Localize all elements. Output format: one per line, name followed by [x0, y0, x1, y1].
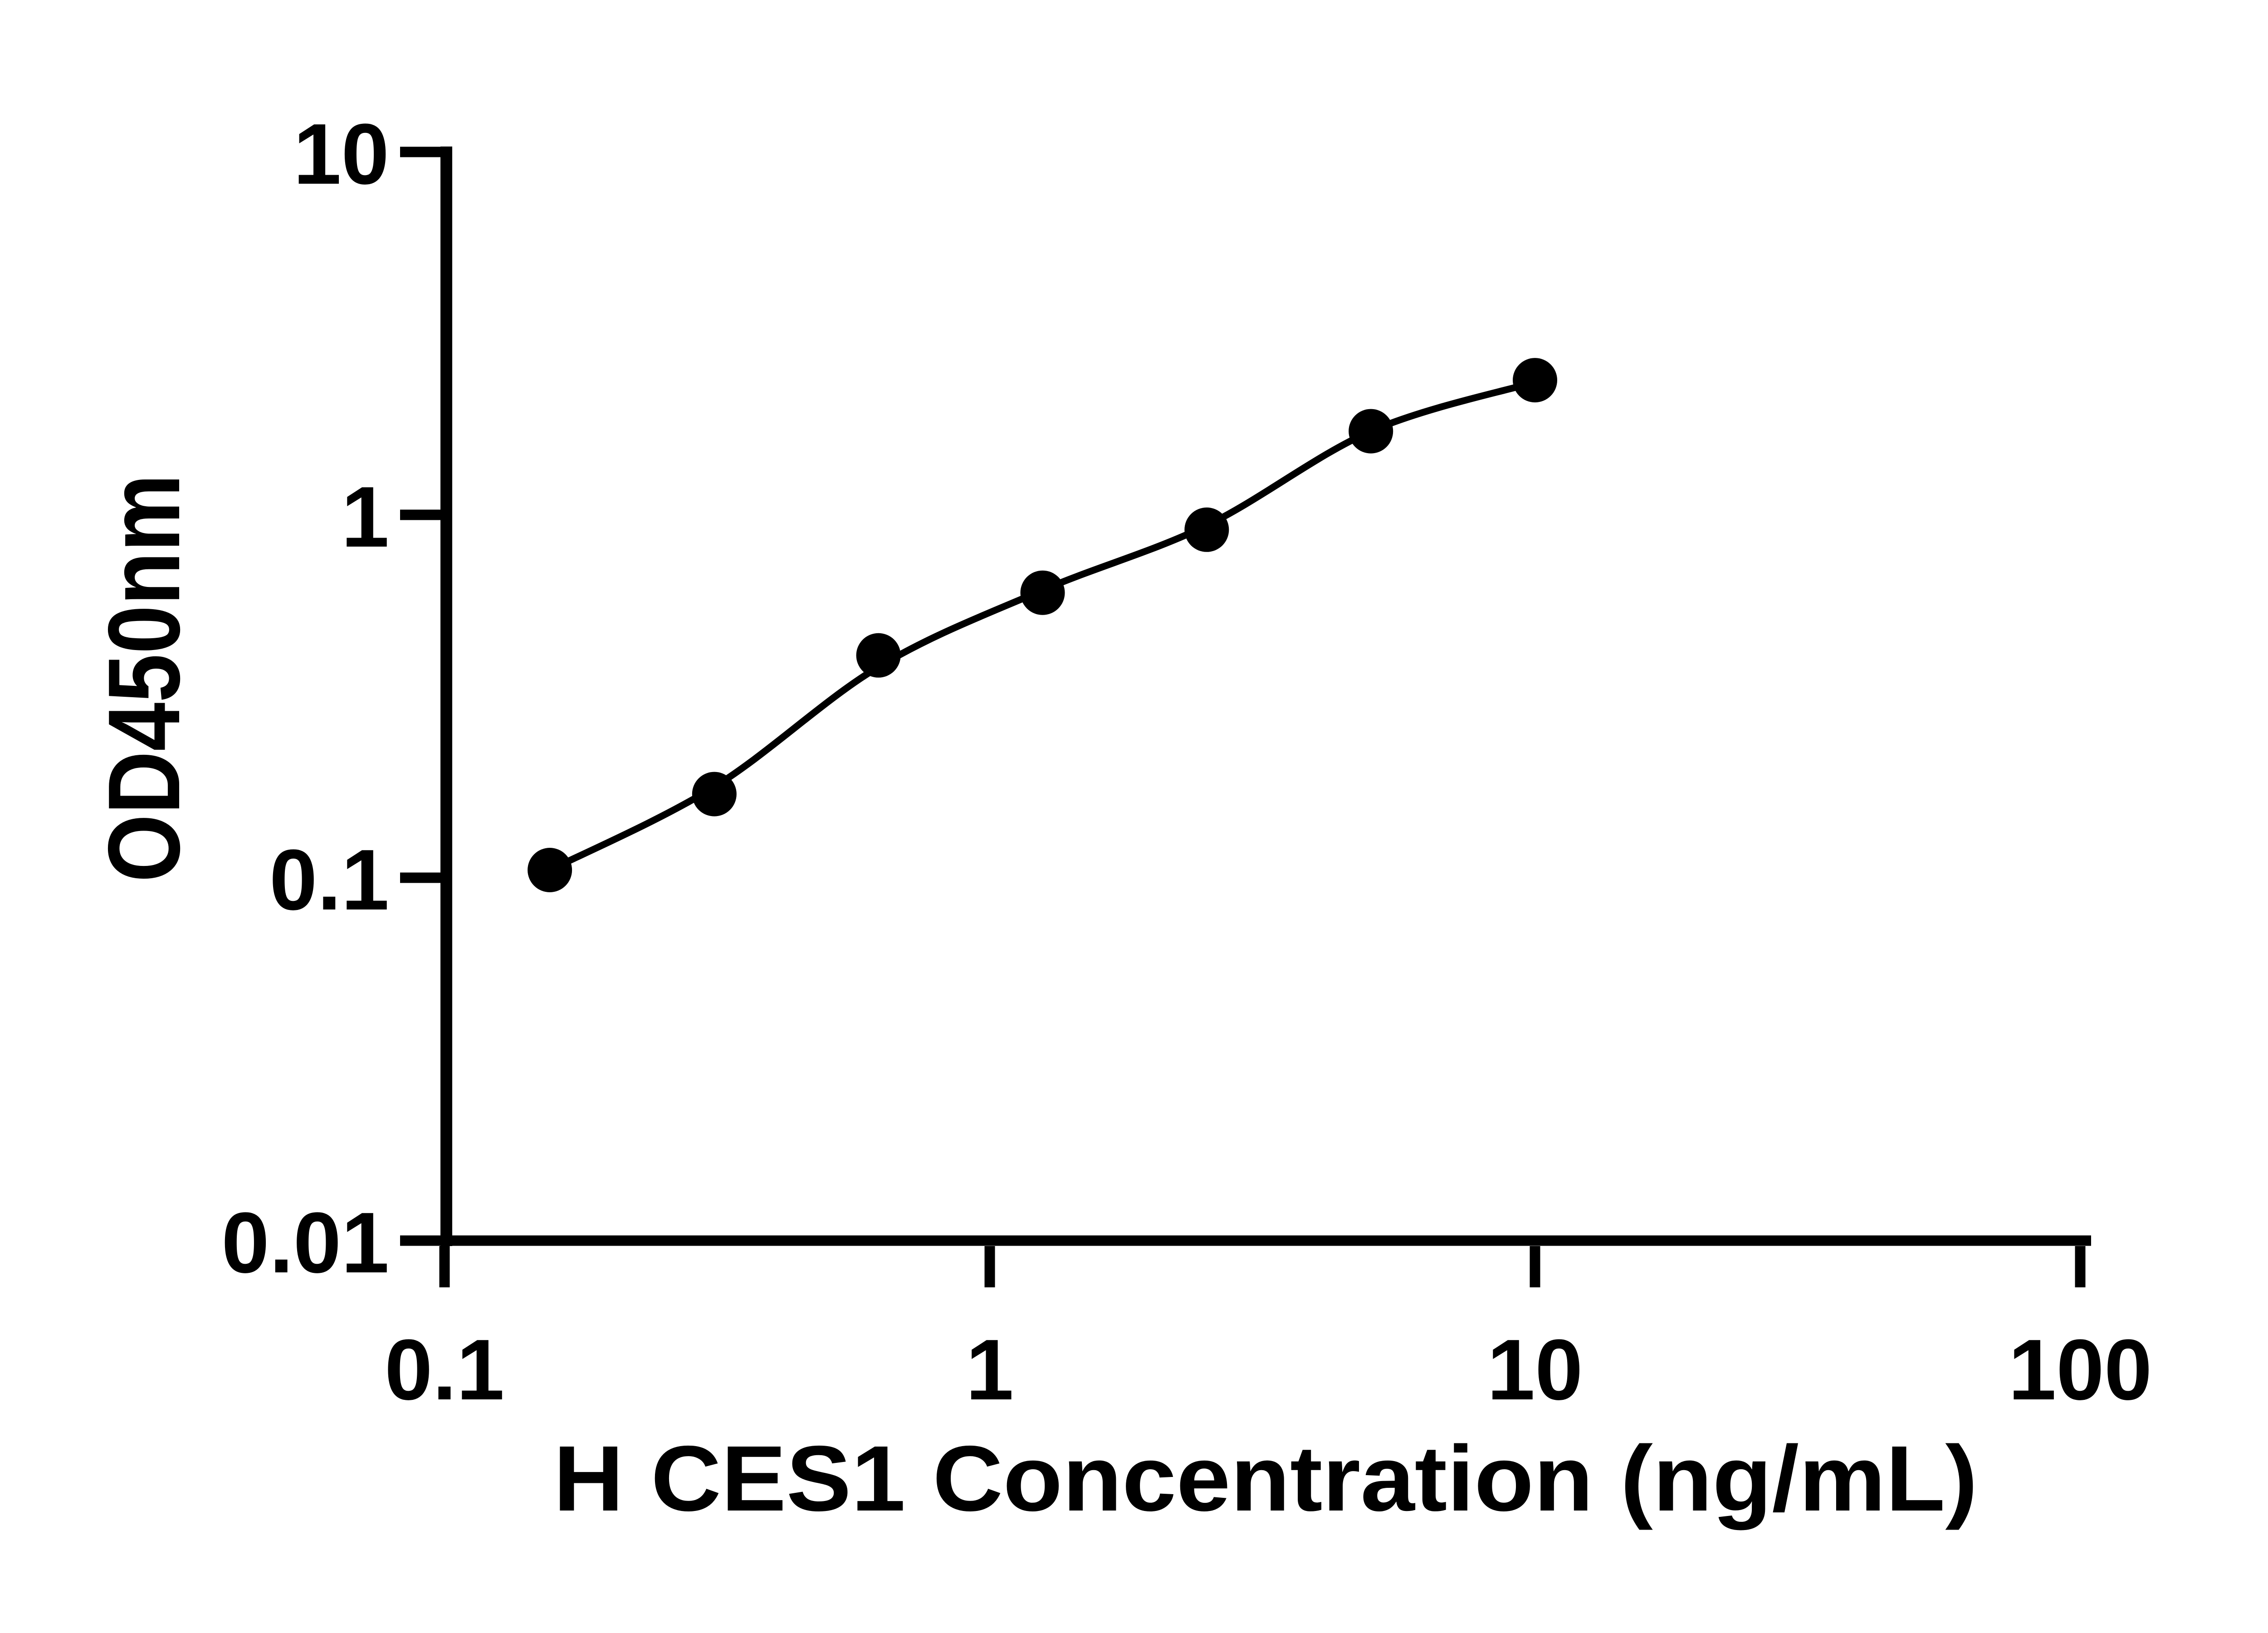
y-tick-label: 10: [293, 106, 389, 202]
data-point: [1184, 507, 1229, 552]
x-tick-label: 10: [1487, 1322, 1583, 1418]
x-tick-label: 0.1: [385, 1322, 504, 1418]
tick-label-layer: 10 1 0.1 0.01 0.1 1 10 100: [221, 106, 2152, 1418]
data-point: [856, 633, 901, 678]
data-point: [1349, 409, 1393, 454]
data-point: [1020, 570, 1065, 615]
series-layer: [528, 358, 1557, 892]
x-tick-label: 1: [966, 1322, 1014, 1418]
x-tick-label: 100: [2008, 1322, 2152, 1418]
data-point: [528, 848, 572, 892]
data-point: [692, 772, 737, 816]
y-axis-title: OD450nm: [87, 474, 201, 882]
y-tick-label: 1: [341, 469, 389, 565]
y-tick-label: 0.1: [269, 832, 389, 928]
y-tick-label: 0.01: [221, 1195, 389, 1291]
x-axis-title: H CES1 Concentration (ng/mL): [553, 1427, 1978, 1530]
axes-layer: [400, 147, 2091, 1287]
data-point: [1513, 358, 1557, 403]
